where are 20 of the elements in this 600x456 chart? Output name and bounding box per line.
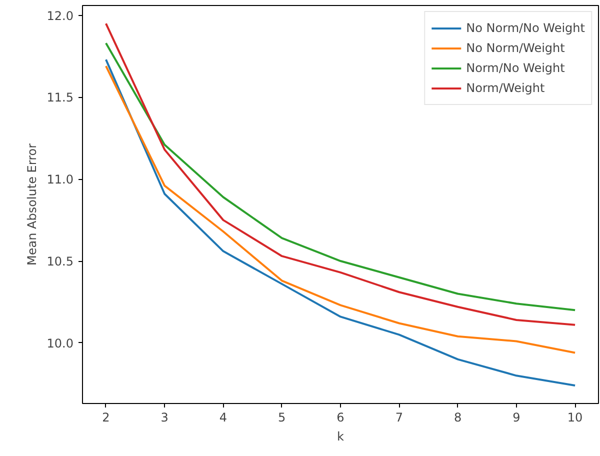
- y-axis-title: Mean Absolute Error: [24, 143, 39, 266]
- y-tick-label: 11.0: [46, 172, 74, 187]
- x-tick-label: 7: [395, 410, 403, 424]
- x-tick-label: 8: [454, 410, 462, 424]
- legend-label: Norm/Weight: [466, 81, 545, 95]
- x-axis-title: k: [337, 430, 344, 444]
- x-tick-label: 2: [102, 410, 110, 424]
- y-tick-label: 10.5: [46, 254, 74, 269]
- legend-label: No Norm/No Weight: [466, 21, 585, 35]
- y-tick-label: 10.0: [46, 336, 74, 350]
- x-tick-label: 10: [567, 410, 583, 424]
- x-tick-label: 4: [219, 410, 228, 424]
- legend-label: Norm/No Weight: [466, 61, 565, 75]
- y-tick-label: 11.5: [46, 90, 74, 105]
- x-tick-label: 9: [512, 410, 520, 424]
- x-tick-label: 5: [278, 410, 286, 424]
- x-tick-label: 6: [336, 410, 344, 424]
- legend-label: No Norm/Weight: [466, 41, 565, 55]
- y-tick-label: 12.0: [46, 8, 74, 23]
- x-tick-label: 3: [160, 410, 168, 424]
